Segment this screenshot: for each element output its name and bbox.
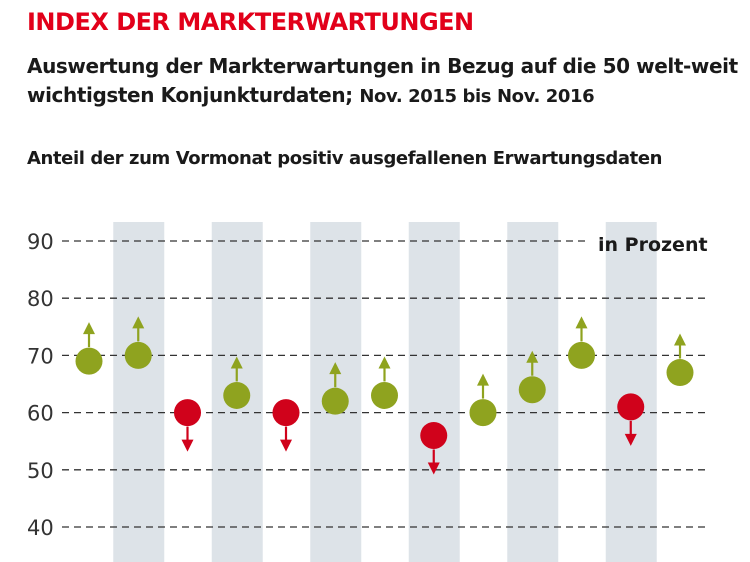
arrow-down-icon xyxy=(427,462,440,475)
unit-label: in Prozent xyxy=(598,234,708,256)
subtitle-range-start: Nov. 2015 xyxy=(359,86,457,107)
grid-lines xyxy=(62,240,708,528)
subtitle-range-separator: bis xyxy=(456,86,497,107)
subtitle-range-end: Nov. 2016 xyxy=(497,86,595,107)
marker-circle-11 xyxy=(617,393,645,421)
y-tick-label-40: 40 xyxy=(27,516,54,540)
band-7 xyxy=(408,222,460,562)
band-1 xyxy=(113,222,165,562)
marker-circle-3 xyxy=(223,381,251,409)
y-tick-label-90: 90 xyxy=(27,230,54,254)
chart-title: INDEX DER MARKTERWARTUNGEN xyxy=(27,8,474,36)
marker-circle-7 xyxy=(420,421,448,449)
y-tick-label-80: 80 xyxy=(27,287,54,311)
marker-circle-4 xyxy=(272,399,300,427)
data-point-4 xyxy=(272,399,300,452)
chart-heading: Anteil der zum Vormonat positiv ausgefal… xyxy=(27,148,663,169)
marker-circle-10 xyxy=(568,341,595,369)
arrow-up-icon xyxy=(378,356,391,369)
arrow-up-icon xyxy=(526,350,539,363)
arrow-up-icon xyxy=(674,333,686,346)
marker-circle-12 xyxy=(666,359,694,387)
arrow-up-icon xyxy=(477,373,489,386)
arrow-down-icon xyxy=(181,439,194,452)
y-axis-ticks: 40 50 60 70 80 90 xyxy=(27,230,54,540)
arrow-up-icon xyxy=(575,316,588,329)
arrow-up-icon xyxy=(230,356,243,369)
arrow-down-icon xyxy=(624,433,637,446)
band-11 xyxy=(605,222,657,562)
data-point-11 xyxy=(617,393,645,446)
y-tick-label-60: 60 xyxy=(27,402,54,426)
data-point-1 xyxy=(124,316,152,369)
data-point-8 xyxy=(469,373,497,427)
marker-circle-2 xyxy=(174,399,201,427)
arrow-up-icon xyxy=(132,316,145,329)
marker-circle-1 xyxy=(124,341,152,369)
data-point-2 xyxy=(174,399,201,452)
marker-circle-5 xyxy=(321,387,349,415)
subtitle-main: Auswertung der Markterwartungen in Bezug… xyxy=(27,54,738,107)
data-point-3 xyxy=(223,356,251,409)
data-point-7 xyxy=(420,421,448,475)
background-bands xyxy=(113,222,657,562)
data-point-9 xyxy=(518,350,546,404)
marker-circle-0 xyxy=(75,347,103,375)
arrow-up-icon xyxy=(329,362,342,375)
data-point-10 xyxy=(568,316,595,369)
arrow-down-icon xyxy=(280,439,292,452)
data-point-5 xyxy=(321,362,349,415)
y-tick-label-70: 70 xyxy=(27,344,54,368)
arrow-up-icon xyxy=(83,322,95,335)
data-point-12 xyxy=(666,333,694,387)
data-point-0 xyxy=(75,322,103,375)
y-tick-label-50: 50 xyxy=(27,459,54,483)
data-point-6 xyxy=(371,356,398,409)
chart-subtitle: Auswertung der Markterwartungen in Bezug… xyxy=(27,52,742,111)
marker-circle-6 xyxy=(371,381,398,409)
marker-circle-9 xyxy=(518,376,546,404)
data-points xyxy=(75,316,694,475)
marker-circle-8 xyxy=(469,399,497,427)
